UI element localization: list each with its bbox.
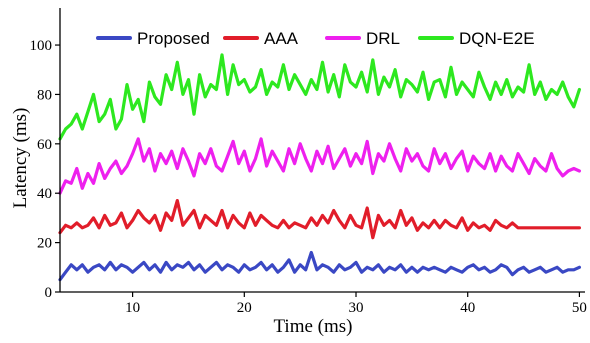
series-line-aaa [58, 199, 582, 240]
y-tick-label: 0 [45, 285, 53, 301]
y-tick-label: 60 [37, 137, 52, 153]
axes [59, 8, 585, 293]
x-tick-label: 10 [125, 300, 140, 316]
y-tick-label: 20 [37, 236, 52, 252]
y-tick-label: 40 [37, 186, 52, 202]
legend-item-proposed: Proposed [96, 29, 210, 48]
y-tick-label: 100 [30, 38, 53, 54]
x-tick-label: 40 [460, 300, 475, 316]
legend-item-drl: DRL [325, 29, 400, 48]
series-line-dqn-e2e [58, 53, 582, 141]
plot-lines [58, 53, 582, 282]
legend: Proposed AAA DRL DQN-E2E [96, 29, 535, 48]
series-line-drl [58, 137, 582, 195]
legend-label: DRL [366, 29, 400, 48]
y-axis-title: Latency (ms) [10, 108, 31, 209]
x-tick-label: 30 [349, 300, 364, 316]
x-axis-title: Time (ms) [273, 316, 352, 337]
y-tick-label: 80 [37, 87, 52, 103]
x-tick-label: 50 [572, 300, 587, 316]
legend-label: AAA [264, 29, 299, 48]
x-tick-label: 20 [237, 300, 252, 316]
series-line-proposed [58, 250, 582, 282]
legend-label: Proposed [137, 29, 210, 48]
legend-item-dqn-e2e: DQN-E2E [418, 29, 535, 48]
legend-label: DQN-E2E [459, 29, 535, 48]
legend-item-aaa: AAA [223, 29, 299, 48]
ticks: 0 20 40 60 80 100 10 20 30 40 50 [30, 38, 587, 316]
